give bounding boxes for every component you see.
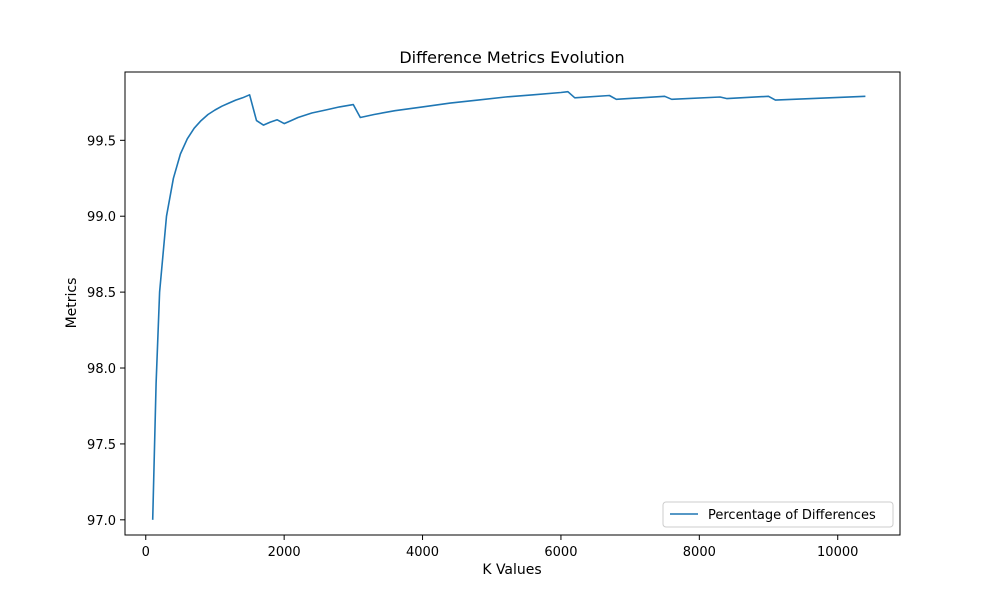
y-tick-label: 97.5 <box>87 438 116 453</box>
x-tick-label: 10000 <box>817 545 858 560</box>
legend-label: Percentage of Differences <box>708 508 876 523</box>
series-line-percentage-of-differences <box>151 90 866 520</box>
y-tick-label: 98.5 <box>87 286 116 301</box>
y-tick-label: 99.5 <box>87 134 116 149</box>
y-axis-label: Metrics <box>64 278 80 329</box>
plot-frame <box>124 71 901 536</box>
chart-title: Difference Metrics Evolution <box>399 48 624 67</box>
x-tick-label: 8000 <box>683 545 716 560</box>
y-axis-ticks: 97.0 97.5 98.0 98.5 99.0 99.5 <box>87 134 125 529</box>
x-tick-label: 4000 <box>406 545 439 560</box>
x-tick-label: 2000 <box>268 545 301 560</box>
y-tick-label: 99.0 <box>87 210 116 225</box>
x-axis-label: K Values <box>482 562 541 578</box>
x-tick-label: 0 <box>142 545 150 560</box>
plot-area <box>125 72 900 535</box>
x-tick-label: 6000 <box>544 545 577 560</box>
legend: Percentage of Differences <box>662 501 894 528</box>
y-tick-label: 98.0 <box>87 362 116 377</box>
x-axis-ticks: 0 2000 4000 6000 8000 10000 <box>142 535 858 560</box>
legend-box <box>662 501 894 528</box>
y-tick-label: 97.0 <box>87 514 116 529</box>
